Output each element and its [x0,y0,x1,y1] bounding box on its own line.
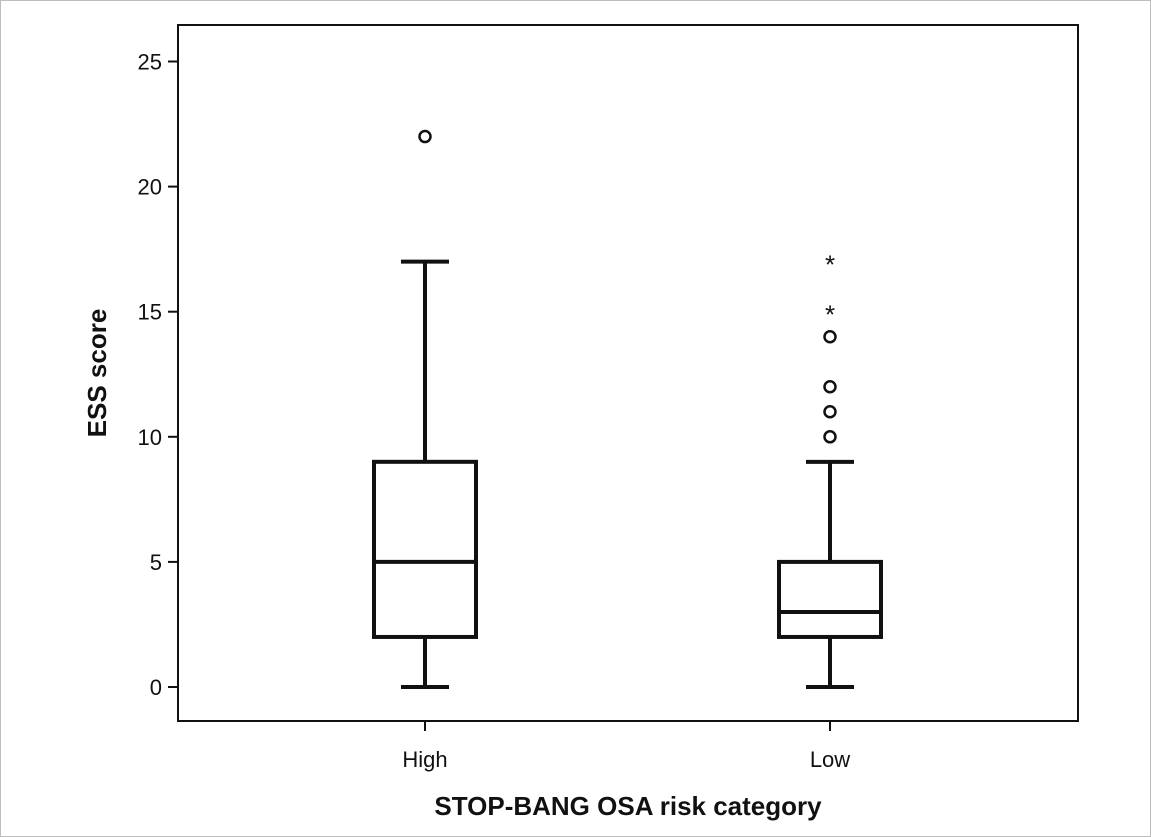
extreme-point: * [825,250,835,280]
y-tick-label: 15 [138,300,162,325]
extreme-point: * [825,300,835,330]
x-tick-label: High [402,747,447,772]
y-axis: 0 5 10 15 20 25 [138,50,178,700]
outlier-point [823,380,837,394]
x-tick-label: Low [810,747,850,772]
box-high [372,129,478,689]
y-tick-label: 0 [150,675,162,700]
x-axis: High Low [402,721,850,772]
x-axis-title: STOP-BANG OSA risk category [434,791,822,821]
y-tick-label: 10 [138,425,162,450]
y-axis-title: ESS score [82,309,112,438]
outlier-point [823,405,837,419]
outlier-point [823,430,837,444]
outlier-point [418,129,432,144]
y-tick-label: 25 [138,50,162,75]
iqr-box [777,559,883,639]
boxes: ** [372,129,883,689]
box-low: ** [777,250,883,689]
outlier-point [823,329,837,344]
y-tick-label: 20 [138,175,162,200]
iqr-box [372,459,478,639]
y-tick-label: 5 [150,550,162,575]
plot-area [177,24,1079,722]
